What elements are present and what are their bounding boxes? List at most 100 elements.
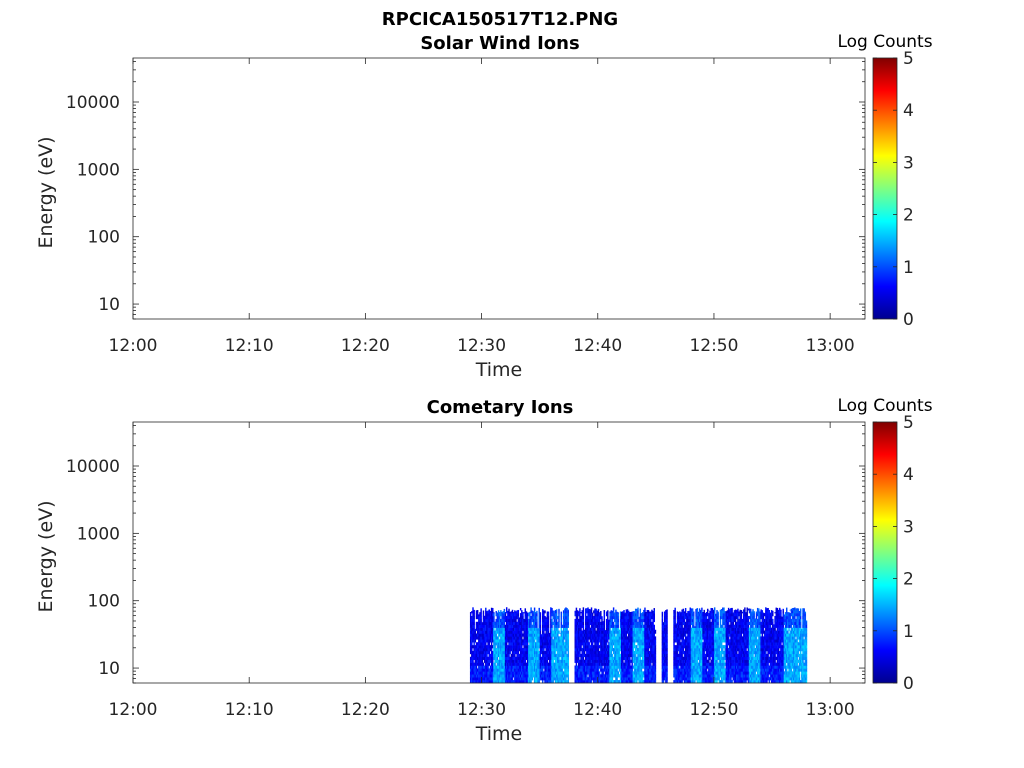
spectrogram-cell [553, 648, 556, 652]
spectrogram-cell [560, 633, 563, 637]
spectrogram-cell [480, 662, 482, 666]
spectrogram-cell [643, 645, 645, 649]
spectrogram-cell [629, 680, 631, 684]
spectrogram-cell [504, 645, 507, 649]
spectrogram-cell [578, 645, 580, 649]
spectrogram-cell [482, 677, 485, 681]
spectrogram-cell [469, 642, 472, 646]
spectrogram-cell [682, 610, 685, 614]
spectrogram-cell [688, 650, 690, 655]
spectrogram-cell [632, 665, 635, 669]
spectrogram-cell [697, 671, 700, 675]
spectrogram-cell [594, 618, 596, 623]
spectrogram-cell [684, 639, 687, 643]
spectrogram-cell [575, 650, 578, 655]
spectrogram-cell [579, 677, 581, 681]
spectrogram-cell [645, 642, 647, 646]
spectrogram-cell [623, 627, 625, 631]
spectrogram-cell [693, 624, 695, 628]
spectrogram-cell [647, 656, 650, 660]
spectrogram-cell [601, 677, 603, 681]
spectrogram-cell [584, 677, 587, 681]
spectrogram-cell [550, 645, 552, 649]
spectrogram-cell [479, 680, 481, 684]
spectrogram-cell [625, 653, 628, 658]
spectrogram-cell [593, 668, 595, 672]
spectrogram-cell [504, 659, 507, 663]
spectrogram-cell [708, 665, 710, 669]
spectrogram-cell [555, 618, 558, 623]
spectrogram-cell [634, 613, 637, 617]
spectrogram-cell [478, 653, 480, 658]
spectrogram-cell [611, 618, 614, 623]
spectrogram-cell [663, 665, 666, 669]
spectrogram-cell [626, 671, 629, 675]
spectrogram-cell [633, 639, 636, 643]
spectrogram-cell [654, 671, 657, 675]
spectrogram-cell [722, 645, 724, 649]
spectrogram-cell [676, 659, 679, 663]
spectrogram-cell [584, 613, 587, 617]
spectrogram-cell [564, 656, 566, 660]
spectrogram-cell [717, 648, 719, 652]
spectrogram-cell [618, 650, 621, 655]
spectrogram-cell [677, 671, 680, 675]
spectrogram-cell [554, 671, 557, 675]
spectrogram-cell [478, 650, 480, 655]
spectrogram-cell [531, 618, 533, 623]
spectrogram-cell [597, 642, 600, 646]
spectrogram-cell [710, 613, 712, 617]
spectrogram-cell [597, 659, 600, 663]
spectrogram-cell [503, 613, 506, 617]
spectrogram-cell [538, 674, 540, 678]
spectrogram-cell [586, 615, 588, 620]
spectrogram-cell [623, 656, 625, 660]
spectrogram-cell [629, 613, 631, 617]
spectrogram-cell [472, 639, 474, 643]
spectrogram-cell [495, 613, 497, 617]
spectrogram-cell [607, 610, 609, 614]
spectrogram-cell [583, 659, 586, 663]
spectrogram-cell [597, 648, 600, 652]
spectrogram-cell [519, 668, 522, 672]
spectrogram-cell [648, 665, 651, 669]
spectrogram-cell [518, 633, 521, 637]
spectrogram-cell [576, 610, 579, 614]
spectrogram-cell [522, 656, 524, 660]
spectrogram-cell [691, 659, 694, 663]
spectrogram-cell [618, 645, 621, 649]
spectrogram-cell [469, 613, 472, 617]
spectrogram-cell [716, 633, 718, 637]
spectrogram-cell [631, 671, 633, 675]
spectrogram-cell [681, 630, 683, 634]
spectrogram-cell [652, 668, 654, 672]
spectrogram-cell [560, 627, 563, 631]
spectrogram-cell [588, 674, 590, 678]
spectrogram-cell [594, 633, 596, 637]
spectrogram-cell [605, 665, 608, 669]
spectrogram-cell [545, 659, 547, 663]
spectrogram-cell [597, 677, 600, 681]
spectrogram-cell [609, 645, 611, 649]
spectrogram-cell [576, 633, 579, 637]
spectrogram-cell [631, 674, 633, 678]
spectrogram-cell [597, 618, 600, 623]
spectrogram-cell [677, 642, 680, 646]
spectrogram-cell [605, 662, 608, 666]
spectrogram-cell [644, 621, 646, 626]
spectrogram-cell [548, 677, 551, 681]
spectrogram-cell [486, 648, 488, 652]
spectrogram-cell [501, 642, 503, 646]
spectrogram-cell [480, 677, 482, 681]
spectrogram-cell [679, 642, 681, 646]
spectrogram-cell [709, 671, 711, 675]
spectrogram-cell [485, 674, 487, 678]
spectrogram-cell [547, 671, 550, 675]
spectrogram-cell [515, 639, 517, 643]
spectrogram-cell [516, 653, 518, 658]
spectrogram-cell [494, 633, 496, 637]
spectrogram-cell [586, 645, 588, 649]
spectrogram-cell [494, 680, 496, 684]
spectrogram-cell [581, 630, 583, 634]
spectrogram-cell [553, 653, 556, 658]
